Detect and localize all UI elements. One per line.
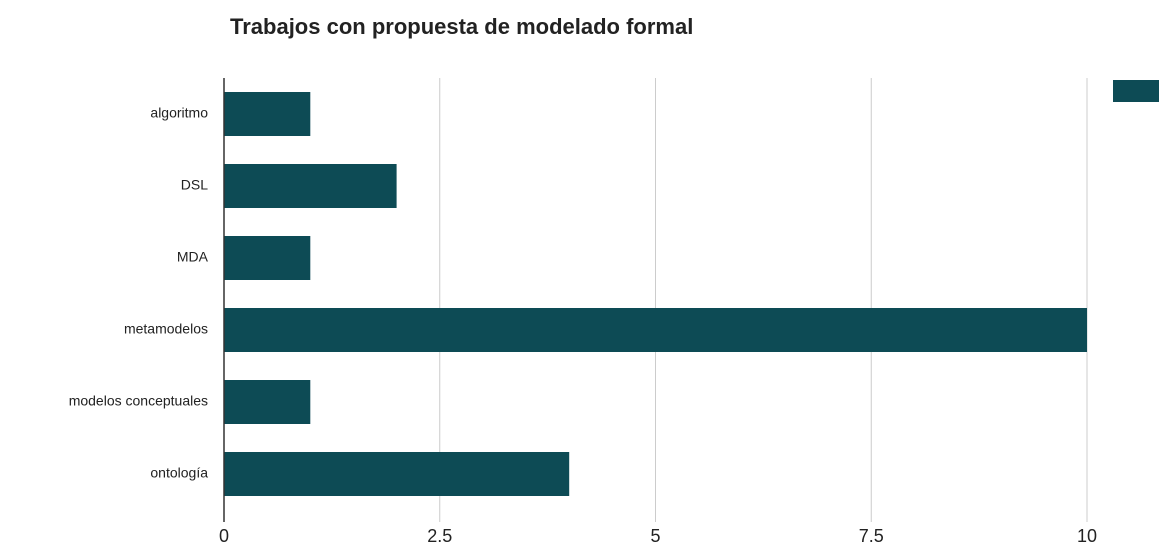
bar: [224, 452, 570, 496]
legend-swatch: [1113, 80, 1159, 102]
bar: [224, 164, 397, 208]
x-tick-label: 10: [1077, 526, 1097, 546]
chart-title: Trabajos con propuesta de modelado forma…: [230, 14, 693, 39]
bar: [224, 92, 311, 136]
bar: [224, 236, 311, 280]
y-tick-label: ontología: [150, 465, 208, 481]
y-tick-label: modelos conceptuales: [69, 393, 208, 409]
y-tick-label: algoritmo: [150, 105, 208, 121]
bar: [224, 308, 1087, 352]
x-tick-label: 7.5: [859, 526, 884, 546]
y-tick-label: metamodelos: [124, 321, 208, 337]
x-tick-label: 0: [219, 526, 229, 546]
y-tick-label: DSL: [181, 177, 208, 193]
x-tick-label: 2.5: [427, 526, 452, 546]
bar: [224, 380, 311, 424]
y-tick-label: MDA: [177, 249, 209, 265]
x-tick-label: 5: [650, 526, 660, 546]
